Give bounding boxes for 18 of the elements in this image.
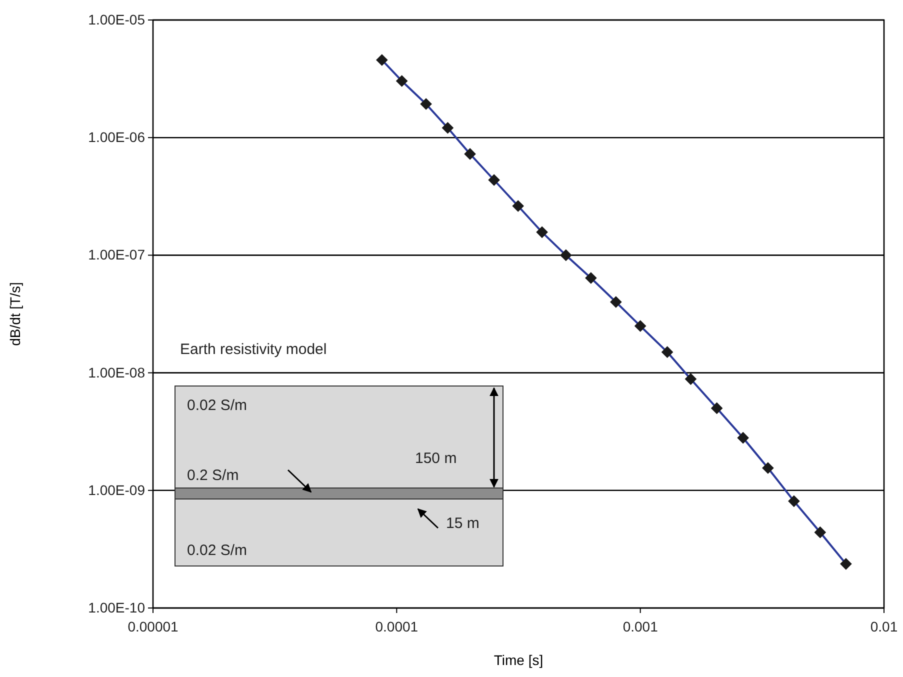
annotation: 15 m xyxy=(446,515,480,532)
y-tick-label: 1.00E-05 xyxy=(88,11,146,28)
annotation: 0.02 S/m xyxy=(187,542,248,559)
y-axis-title: dB/dt [T/s] xyxy=(7,282,23,346)
annotation: Earth resistivity model xyxy=(180,341,327,358)
y-tick-label: 1.00E-07 xyxy=(88,246,146,263)
y-tick-label: 1.00E-09 xyxy=(88,482,146,498)
annotation: 150 m xyxy=(415,450,457,467)
x-axis-title: Time [s] xyxy=(494,652,544,668)
y-tick-label: 1.00E-06 xyxy=(88,129,146,146)
annotation: 0.2 S/m xyxy=(187,467,239,484)
y-tick-label: 1.00E-08 xyxy=(88,364,146,380)
x-tick-label: 0.001 xyxy=(622,618,658,634)
annotation: 0.02 S/m xyxy=(187,397,248,414)
x-tick-label: 0.0001 xyxy=(375,618,418,634)
x-tick-label: 0.01 xyxy=(870,618,898,634)
x-tick-label: 0.00001 xyxy=(128,618,179,634)
y-tick-label: 1.00E-10 xyxy=(88,599,146,616)
